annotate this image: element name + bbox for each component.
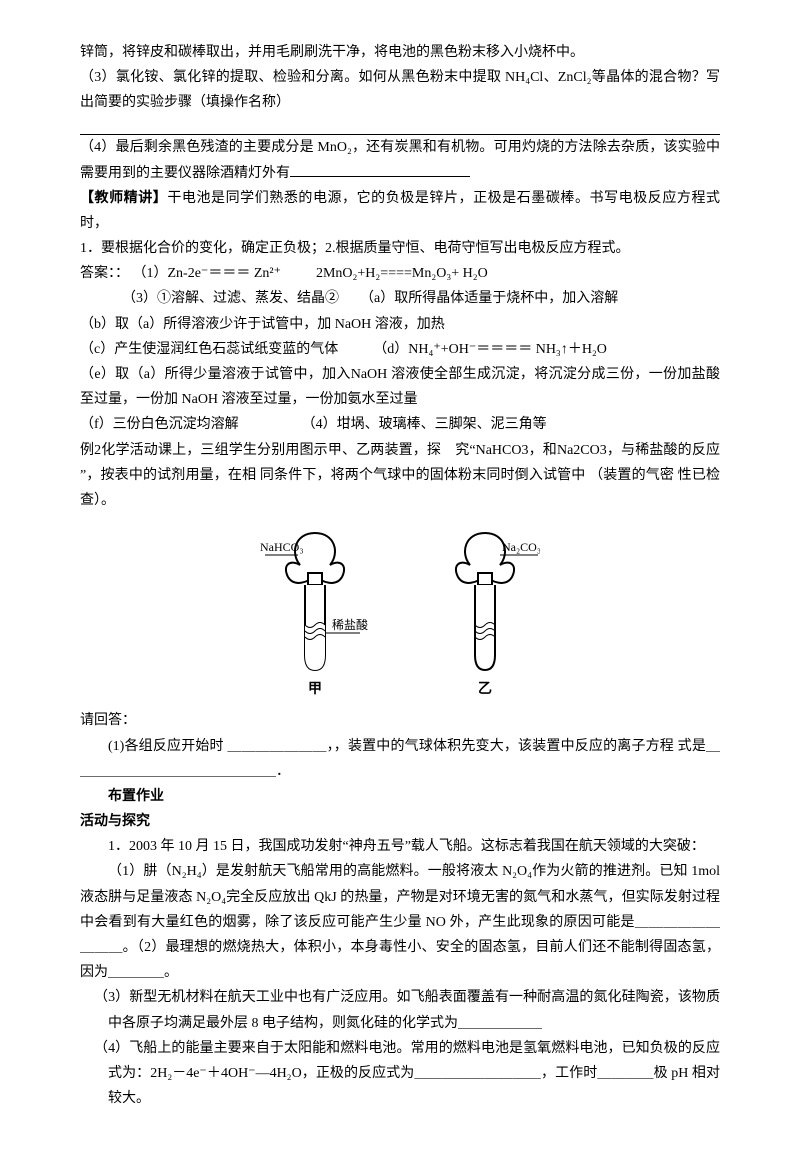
question-1: (1)各组反应开始时 ＿＿＿＿＿＿＿，，装置中的气球体积先变大，该装置中反应的离…: [80, 734, 720, 784]
answer-line: （3）①溶解、过滤、蒸发、结晶② （a）取所得晶体适量于烧杯中，加入溶解: [80, 286, 720, 311]
apparatus-right: Na₂CO₃ 乙: [430, 525, 540, 702]
paragraph: （3）氯化铵、氯化锌的提取、检验和分离。如何从黑色粉末中提取 NH₄Cl、ZnC…: [80, 65, 720, 115]
example-2: 例2化学活动课上，三组学生分别用图示甲、乙两装置，探 究“NaHCO3，和Na2…: [80, 438, 720, 514]
paragraph: （4）最后剩余黑色残渣的主要成分是 MnO₂，还有炭黑和有机物。可用灼烧的方法除…: [80, 135, 720, 185]
text: （d）NH₄⁺+OH⁻＝＝＝＝ NH₃↑＋H₂O: [373, 342, 607, 357]
blank-line: [80, 118, 720, 136]
caption-right: 乙: [478, 677, 492, 702]
teacher-note: 【教师精讲】干电池是同学们熟悉的电源，它的负极是锌片，正极是石墨碳棒。书写电极反…: [80, 186, 720, 236]
apparatus-left: NaHCO₃ 稀盐酸 甲: [260, 525, 370, 702]
label-hcl: 稀盐酸: [332, 617, 368, 632]
answer-line: （f）三份白色沉淀均溶解 （4）坩埚、玻璃棒、三脚架、泥三角等: [80, 412, 720, 437]
label-nahco3: NaHCO₃: [260, 540, 304, 554]
activity-1: 1．2003 年 10 月 15 日，我国成功发射“神舟五号”载人飞船。这标志着…: [80, 834, 720, 859]
text: 2MnO₂+H₂====Mn₂O₃+ H₂O: [316, 266, 488, 281]
text: （f）三份白色沉淀均溶解: [80, 417, 239, 432]
caption-left: 甲: [308, 677, 322, 702]
teacher-label: 【教师精讲】: [80, 191, 167, 206]
document-page: 锌筒，将锌皮和碳棒取出，并用毛刷刷洗干净，将电池的黑色粉末移入小烧杯中。 （3）…: [0, 0, 800, 1151]
label-na2co3: Na₂CO₃: [502, 540, 540, 554]
answer-line: （c）产生使湿润红色石蕊试纸变蓝的气体 （d）NH₄⁺+OH⁻＝＝＝＝ NH₃↑…: [80, 337, 720, 362]
answer-line: （e）取（a）所得少量溶液于试管中，加入NaOH 溶液使全部生成沉淀，将沉淀分成…: [80, 362, 720, 412]
text: （4）坩埚、玻璃棒、三脚架、泥三角等: [302, 417, 547, 432]
activity-1-4: （4）飞船上的能量主要来自于太阳能和燃料电池。常用的燃料电池是氢氧燃料电池，已知…: [94, 1036, 720, 1112]
apparatus-svg: NaHCO₃ 稀盐酸: [260, 525, 370, 675]
blank: [290, 162, 470, 177]
please-answer: 请回答：: [80, 708, 720, 733]
activity-title: 活动与探究: [80, 809, 720, 834]
paragraph: 1．要根据化合价的变化，确定正负极；2.根据质量守恒、电荷守恒写出电极反应方程式…: [80, 236, 720, 261]
figure-row: NaHCO₃ 稀盐酸 甲 Na₂CO₃ 乙: [80, 525, 720, 702]
homework-title: 布置作业: [80, 784, 720, 809]
activity-1-3: （3）新型无机材料在航天工业中也有广泛应用。如飞船表面覆盖有一种耐高温的氮化硅陶…: [94, 985, 720, 1035]
answer-label: 答案：：: [80, 266, 129, 281]
text: （c）产生使湿润红色石蕊试纸变蓝的气体: [80, 342, 338, 357]
answer-line: 答案：： （1）Zn-2e⁻＝＝＝ Zn²⁺ 2MnO₂+H₂====Mn₂O₃…: [80, 261, 720, 286]
apparatus-svg: Na₂CO₃: [430, 525, 540, 675]
text: 干电池是同学们熟悉的电源，它的负极是锌片，正极是石墨碳棒。书写电极反应方程式时，: [80, 191, 720, 231]
answer-line: （b）取（a）所得溶液少许于试管中，加 NaOH 溶液，加热: [80, 312, 720, 337]
paragraph: 锌筒，将锌皮和碳棒取出，并用毛刷刷洗干净，将电池的黑色粉末移入小烧杯中。: [80, 40, 720, 65]
text: （1）Zn-2e⁻＝＝＝ Zn²⁺: [133, 266, 281, 281]
activity-1-1: （1）肼（N₂H₄）是发射航天飞船常用的高能燃料。一般将液太 N₂O₄作为火箭的…: [80, 859, 720, 985]
